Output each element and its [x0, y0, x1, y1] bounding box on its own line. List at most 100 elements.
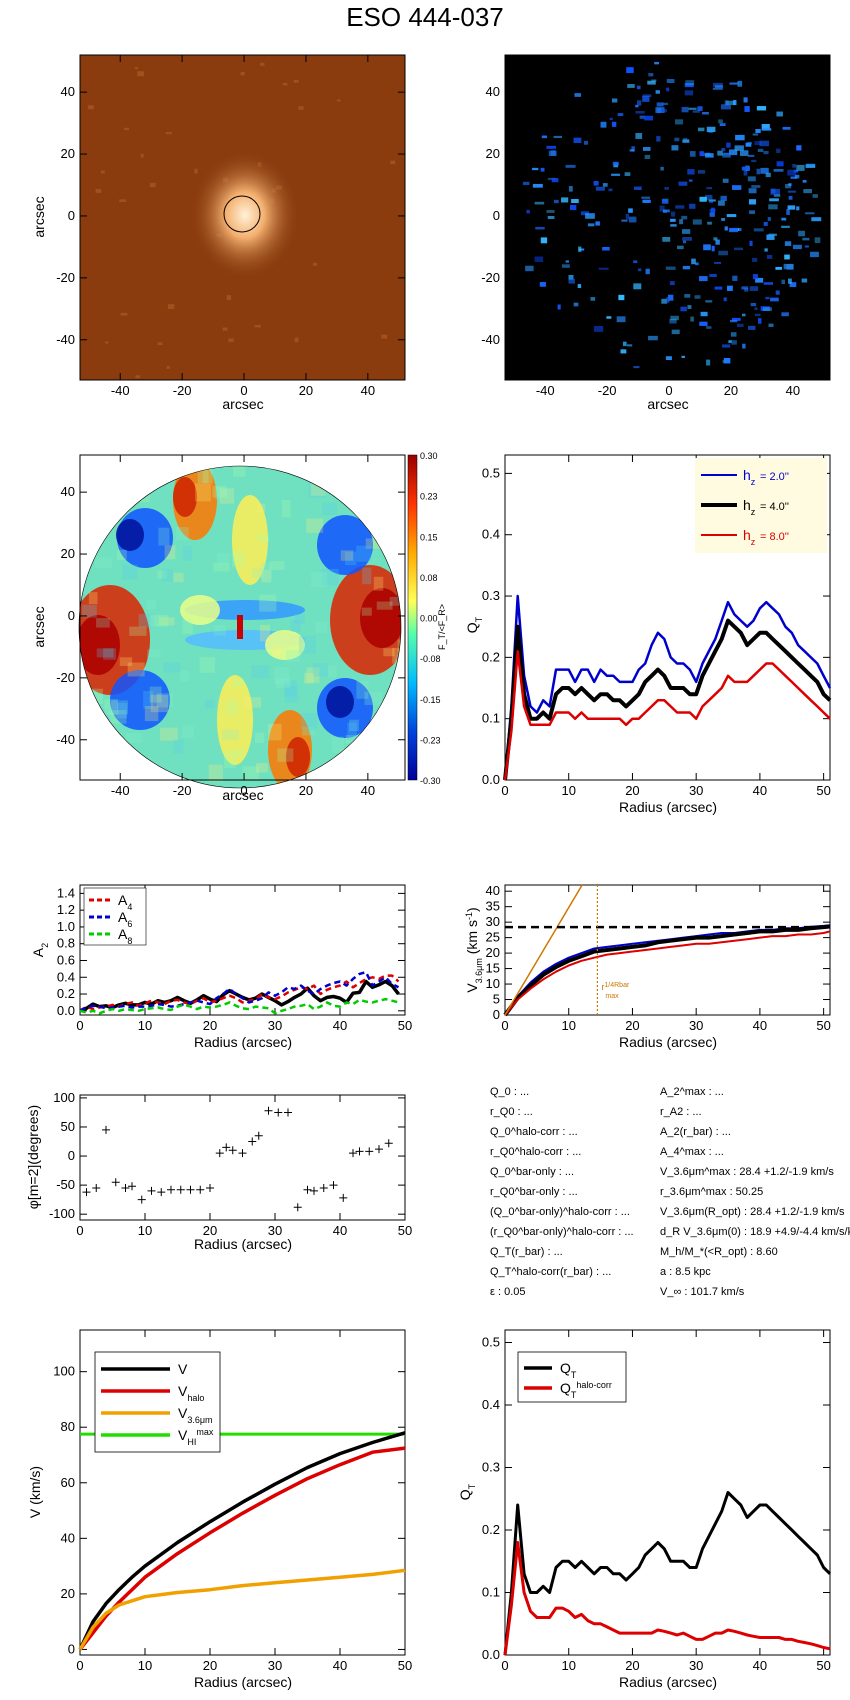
- map-cell: [365, 538, 381, 549]
- map-cell: [147, 649, 161, 658]
- x-tick-label: 0: [501, 783, 508, 798]
- y-tick-label: 15: [486, 961, 500, 976]
- image-speck: [804, 245, 809, 248]
- data-point: [349, 1149, 357, 1158]
- map-cell: [208, 764, 223, 782]
- image-speck: [140, 153, 144, 158]
- map-cell: [272, 646, 283, 657]
- map-cell: [109, 490, 125, 505]
- image-speck: [720, 104, 731, 110]
- x-tick-label: 40: [333, 1658, 347, 1673]
- x-tick-label: 50: [398, 1018, 412, 1033]
- image-speck: [784, 241, 792, 246]
- x-tick-label: 0: [665, 383, 672, 398]
- image-background: [505, 55, 830, 380]
- image-speck: [628, 208, 633, 213]
- map-cell: [135, 779, 150, 788]
- series-line: [503, 1491, 832, 1656]
- image-speck: [743, 97, 748, 103]
- image-speck: [642, 95, 650, 102]
- map-cell: [85, 472, 102, 490]
- map-cell: [179, 670, 190, 682]
- image-speck: [644, 154, 651, 160]
- image-speck: [754, 141, 762, 146]
- image-speck: [298, 106, 304, 110]
- image-speck: [526, 209, 530, 214]
- data-point: [167, 1185, 175, 1194]
- map-cell: [378, 473, 393, 488]
- image-speck: [595, 221, 600, 226]
- series-line: [503, 924, 831, 1017]
- map-cell: [173, 572, 184, 583]
- y-tick-label: 0: [68, 608, 75, 623]
- image-speck: [628, 216, 637, 223]
- y-tick-label: 20: [486, 146, 500, 161]
- y-tick-label: -20: [481, 270, 500, 285]
- map-cell: [373, 576, 384, 591]
- legend-label: V: [178, 1361, 188, 1377]
- image-speck: [662, 209, 670, 213]
- image-speck: [802, 179, 807, 183]
- image-speck: [149, 182, 156, 188]
- data-point: [128, 1182, 136, 1191]
- image-speck: [782, 126, 791, 130]
- image-speck: [728, 340, 732, 343]
- image-speck: [547, 177, 556, 180]
- image-speck: [547, 215, 555, 219]
- image-speck: [745, 142, 752, 147]
- x-tick-label: 40: [333, 1223, 347, 1238]
- axes-frame: [504, 1329, 831, 1656]
- map-cell: [397, 639, 401, 657]
- legend-box: [83, 887, 147, 946]
- image-speck: [764, 248, 768, 252]
- image-speck: [713, 82, 723, 87]
- image-speck: [768, 204, 778, 210]
- image-speck: [743, 170, 748, 176]
- data-point: [355, 1147, 364, 1156]
- image-speck: [655, 90, 660, 94]
- image-speck: [627, 84, 635, 88]
- map-region: [79, 615, 120, 675]
- x-tick-label: 0: [501, 1658, 508, 1673]
- parameter-right-1: r_A2 : ...: [660, 1106, 702, 1118]
- image-speck: [675, 205, 685, 209]
- series-line: [79, 970, 400, 1012]
- map-cell: [195, 483, 211, 502]
- image-speck: [194, 168, 198, 174]
- image-speck: [294, 337, 299, 343]
- parameter-lines-1: r_Q0 : ...: [490, 1106, 533, 1118]
- image-speck: [796, 164, 805, 171]
- image-speck: [768, 323, 774, 327]
- data-point: [293, 1203, 302, 1212]
- x-tick-label: 10: [561, 1658, 575, 1673]
- image-speck: [687, 305, 692, 309]
- image-speck: [765, 172, 771, 178]
- map-region: [286, 737, 310, 777]
- y-tick-label: 0.1: [482, 1585, 500, 1600]
- y-tick-label: -40: [481, 332, 500, 347]
- image-speck: [754, 313, 761, 317]
- map-cell: [182, 619, 193, 634]
- image-speck: [669, 318, 677, 324]
- colorbar-label: F_T/<F_R>: [437, 604, 447, 650]
- x-tick-label: 30: [689, 783, 703, 798]
- map-cell: [150, 614, 169, 627]
- map-cell: [388, 543, 401, 559]
- y-tick-label: 40: [61, 84, 75, 99]
- map-region: [110, 670, 170, 730]
- map-cell: [327, 665, 337, 678]
- y-tick-label: 0: [493, 208, 500, 223]
- image-speck: [708, 199, 716, 202]
- image-speck: [568, 278, 575, 284]
- y-tick-label: 30: [486, 914, 500, 929]
- map-cell: [275, 678, 291, 688]
- parameter-lines-0: Q_0 : ...: [490, 1086, 530, 1098]
- map-cell: [88, 688, 103, 705]
- image-speck: [729, 82, 739, 85]
- map-cell: [361, 607, 372, 616]
- map-cell: [372, 731, 383, 744]
- map-cell: [367, 509, 382, 521]
- image-speck: [656, 102, 664, 107]
- parameter-lines-5: r_Q0^bar-only : ...: [490, 1186, 578, 1198]
- image-speck: [723, 297, 727, 302]
